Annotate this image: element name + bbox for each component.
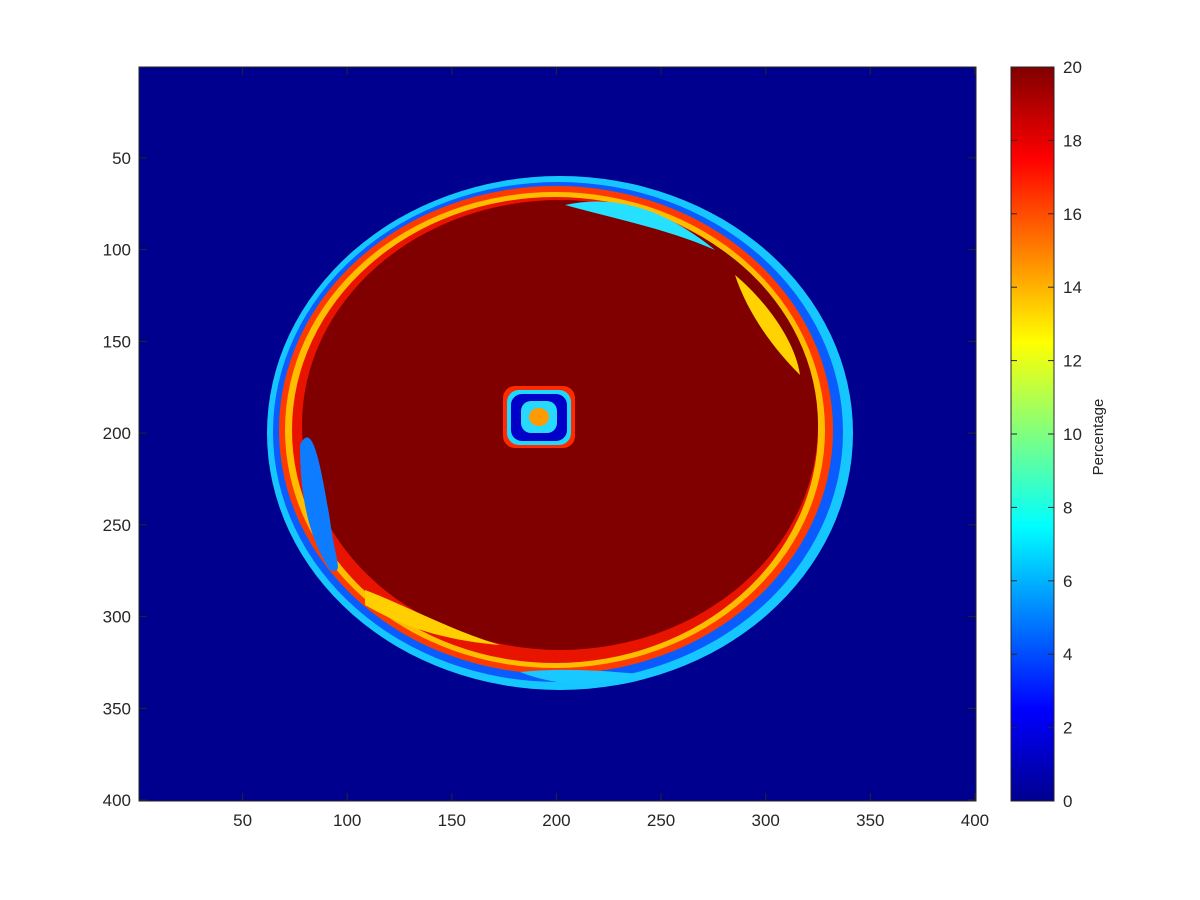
x-tick-label: 400 (961, 811, 989, 830)
y-axis: 50 100 150 200 250 300 350 400 (103, 149, 976, 810)
colorbar-tick-label: 14 (1063, 278, 1082, 297)
y-tick-label: 250 (103, 516, 131, 535)
y-tick-label: 300 (103, 608, 131, 627)
x-tick-label: 200 (542, 811, 570, 830)
y-tick-label: 100 (103, 241, 131, 260)
colorbar-tick-label: 12 (1063, 352, 1082, 371)
y-tick-label: 200 (103, 424, 131, 443)
colorbar-ticks: 0 2 4 6 8 10 12 14 16 18 20 (1011, 58, 1082, 811)
rim-streak-bottom (520, 669, 650, 684)
colorbar-tick-label: 4 (1063, 645, 1072, 664)
rim-streak-top-right (735, 275, 800, 375)
x-tick-label: 100 (333, 811, 361, 830)
colorbar-tick-label: 0 (1063, 792, 1072, 811)
center-spot-core (529, 408, 549, 426)
x-tick-label: 300 (752, 811, 780, 830)
colorbar-label: Percentage (1090, 399, 1107, 476)
colorbar (1010, 66, 1055, 802)
axes-frame (138, 66, 977, 802)
x-tick-label: 50 (233, 811, 252, 830)
colorbar-tick-label: 8 (1063, 498, 1072, 517)
x-tick-label: 150 (438, 811, 466, 830)
heatmap-plot-area (139, 67, 976, 801)
y-tick-label: 350 (103, 699, 131, 718)
colorbar-tick-label: 2 (1063, 719, 1072, 738)
rim-streak-bottom-left (365, 590, 500, 645)
colorbar-tick-label: 6 (1063, 572, 1072, 591)
y-tick-label: 50 (112, 149, 131, 168)
x-axis: 50 100 150 200 250 300 350 400 (233, 67, 989, 830)
colorbar-tick-label: 16 (1063, 205, 1082, 224)
rim-streak-left (300, 437, 338, 571)
x-tick-label: 350 (856, 811, 884, 830)
rim-streak-top (565, 201, 715, 250)
colorbar-tick-label: 18 (1063, 131, 1082, 150)
colorbar-tick-label: 10 (1063, 425, 1082, 444)
x-tick-label: 250 (647, 811, 675, 830)
y-tick-label: 400 (103, 791, 131, 810)
colorbar-tick-label: 20 (1063, 58, 1082, 77)
y-tick-label: 150 (103, 332, 131, 351)
